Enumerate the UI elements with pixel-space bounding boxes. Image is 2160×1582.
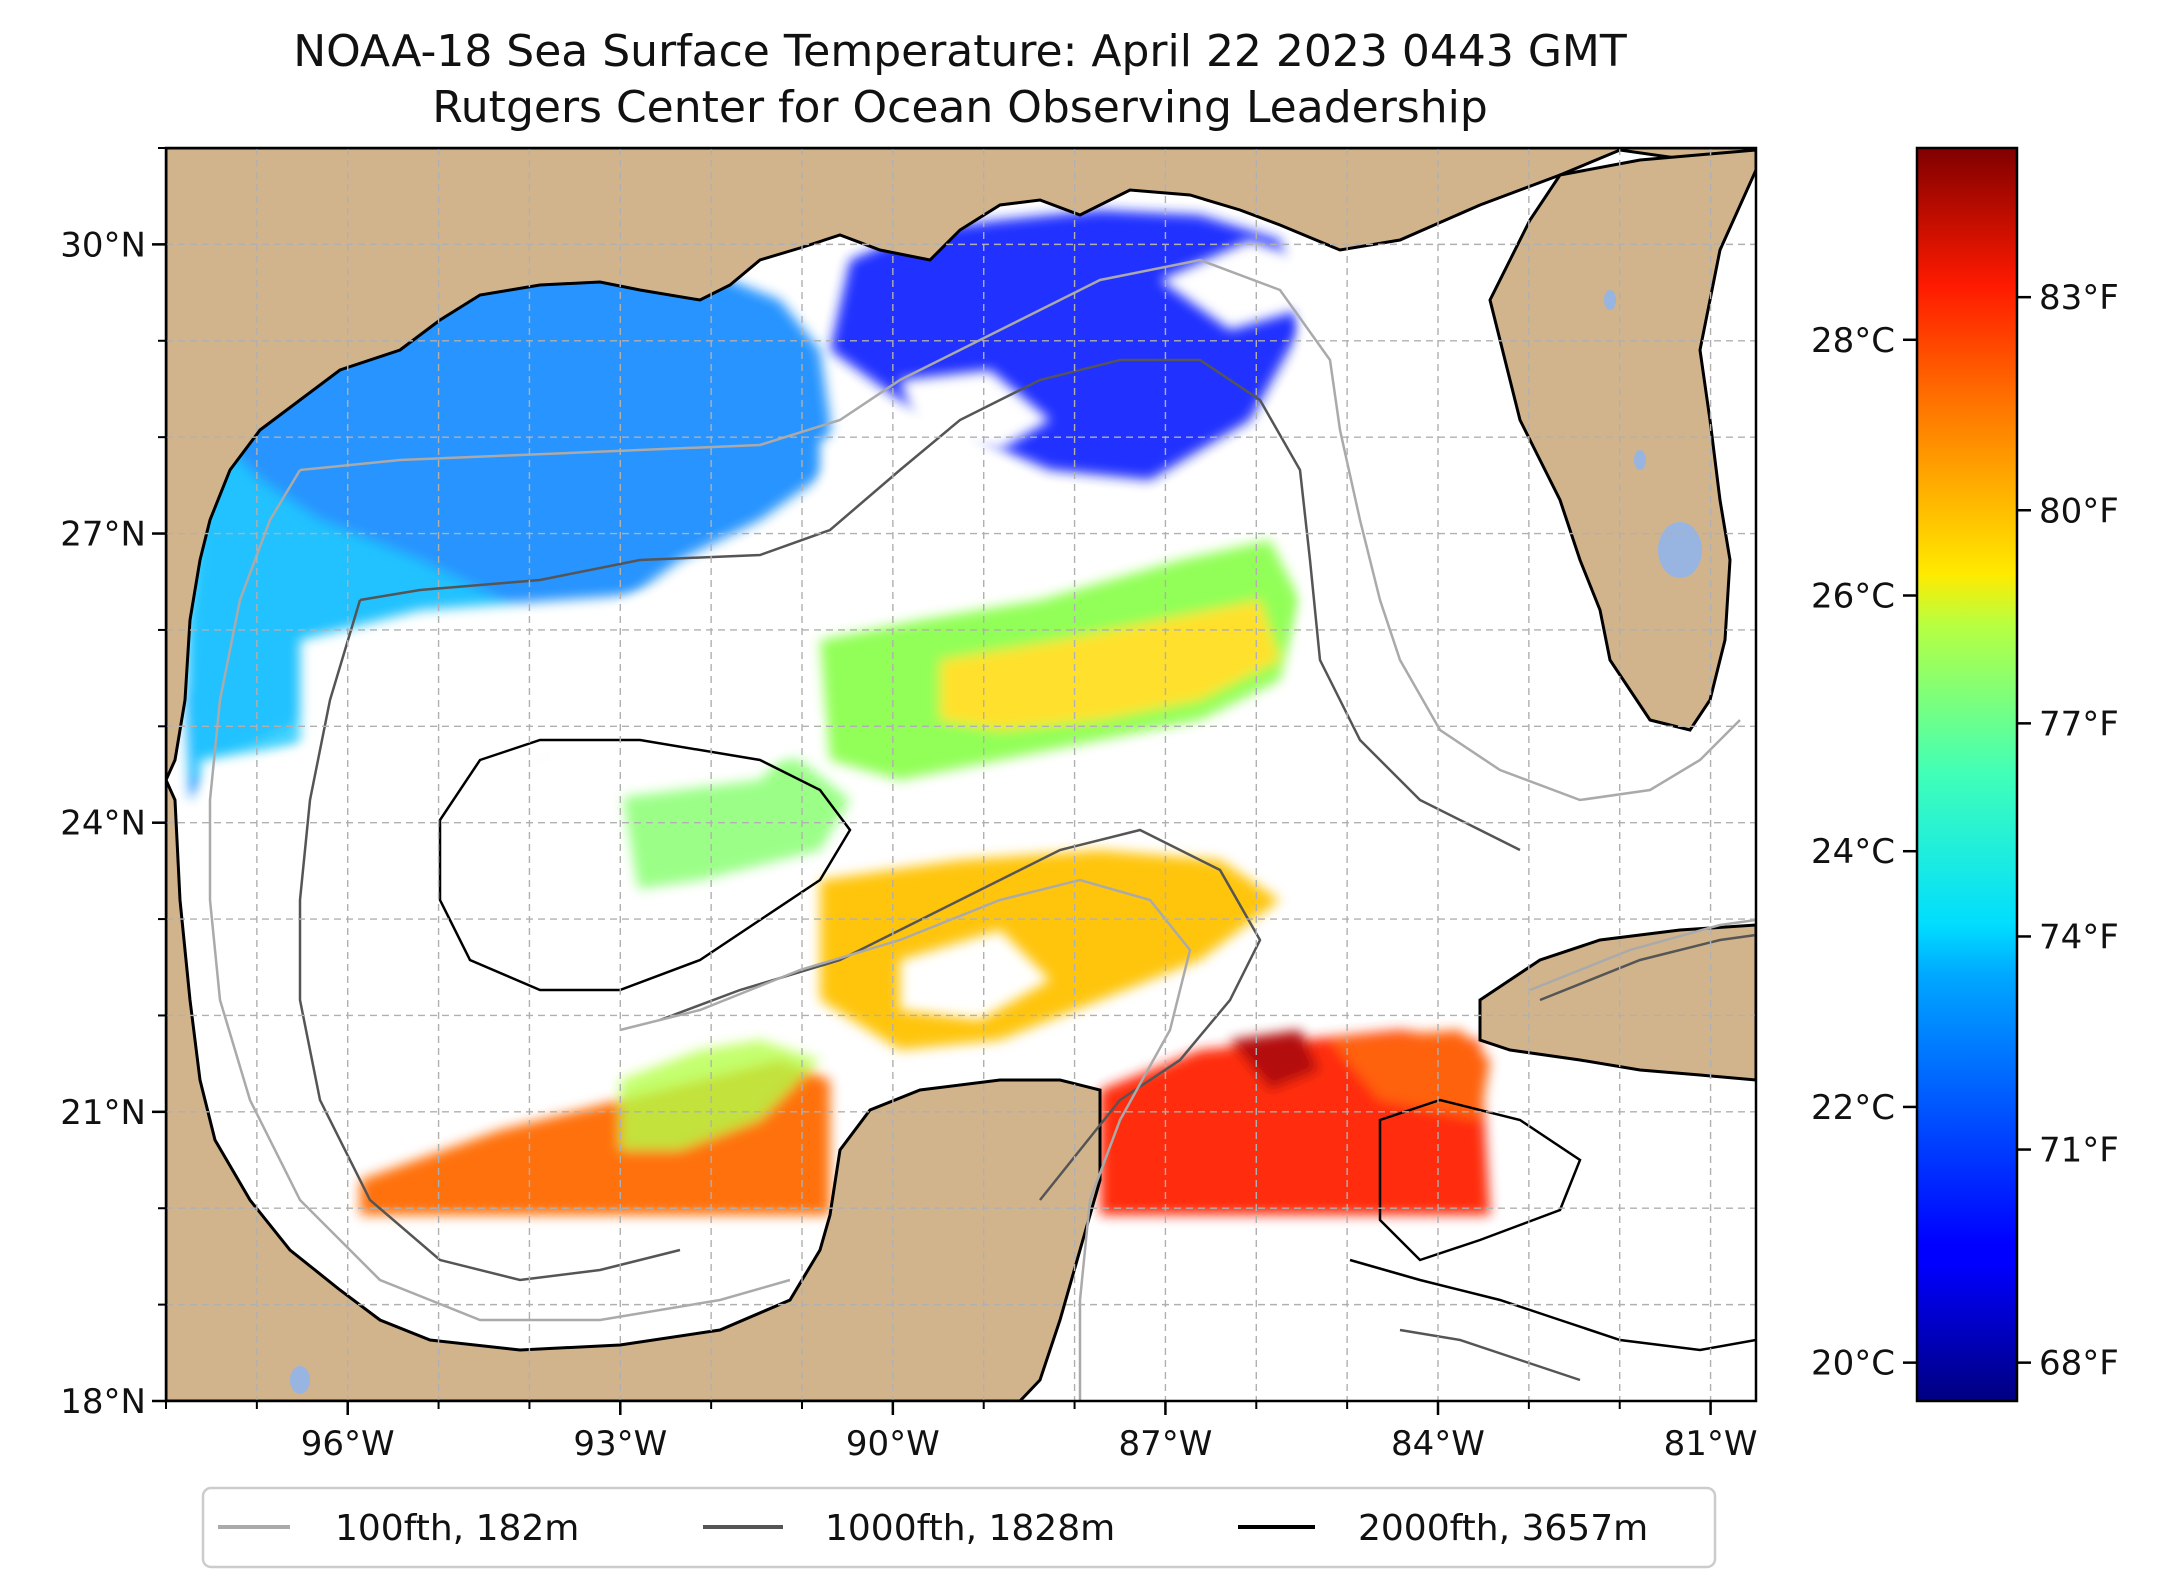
lon-tick-label: 87°W	[1118, 1424, 1212, 1464]
colorbar-fahrenheit-label: 68°F	[2039, 1344, 2119, 1384]
land-mexico-west	[166, 779, 1102, 1401]
sst-bay-green	[620, 1040, 820, 1150]
legend-label-1000fth: 1000fth, 1828m	[825, 1508, 1115, 1549]
lat-tick-label: 30°N	[60, 225, 146, 265]
isobath-2000fth	[438, 738, 852, 992]
colorbar-celsius-label: 26°C	[1811, 577, 1895, 617]
isobath-1000fth	[359, 358, 1521, 852]
lon-tick-label: 81°W	[1664, 1424, 1758, 1464]
land-north-coast	[166, 148, 1756, 781]
lat-tick-label: 21°N	[60, 1093, 146, 1133]
lon-tick-label: 84°W	[1391, 1424, 1485, 1464]
lakes	[290, 290, 1702, 1394]
colorbar-fahrenheit-label: 71°F	[2039, 1131, 2119, 1171]
map-panel	[166, 148, 1756, 1401]
lat-tick-label: 18°N	[60, 1382, 146, 1422]
colorbar-fahrenheit-label: 77°F	[2039, 704, 2119, 744]
legend-frame	[201, 1486, 1717, 1569]
land	[166, 148, 1756, 1401]
sst-cuba-orange	[1330, 1030, 1490, 1120]
legend: 100fth, 182m 1000fth, 1828m 2000fth, 365…	[201, 1486, 1717, 1569]
lon-axis: 96°W 93°W 90°W 87°W 84°W 81°W	[165, 1401, 1758, 1464]
colorbar-gradient	[1915, 146, 2019, 1403]
colorbar-fahrenheit-axis: 83°F 80°F 77°F 74°F 71°F 68°F	[2017, 278, 2119, 1384]
lat-axis: 30°N 27°N 24°N 21°N 18°N	[60, 147, 166, 1422]
land-florida	[1488, 148, 1756, 732]
isobath-100fth	[299, 258, 1741, 802]
colorbar-celsius-label: 20°C	[1811, 1344, 1895, 1384]
isobath-contours	[208, 258, 1756, 1401]
colorbar-celsius-label: 28°C	[1811, 321, 1895, 361]
lat-tick-label: 27°N	[60, 515, 146, 555]
colorbar-fahrenheit-label: 83°F	[2039, 278, 2119, 318]
sst-yucatan-darkred	[1230, 1030, 1320, 1090]
lon-tick-label: 96°W	[301, 1424, 395, 1464]
colorbar: 28°C 26°C 24°C 22°C 20°C 83°F 80°F 77°F 74°F 71°…	[1811, 146, 2119, 1403]
colorbar-fahrenheit-label: 74°F	[2039, 917, 2119, 957]
map-title: NOAA-18 Sea Surface Temperature: April 2…	[293, 26, 1627, 77]
colorbar-celsius-label: 24°C	[1811, 832, 1895, 872]
colorbar-celsius-axis: 28°C 26°C 24°C 22°C 20°C	[1811, 321, 1917, 1384]
map-subtitle: Rutgers Center for Ocean Observing Leade…	[432, 82, 1488, 133]
map-frame	[164, 146, 1758, 1403]
legend-label-2000fth: 2000fth, 3657m	[1358, 1508, 1648, 1549]
colorbar-fahrenheit-label: 80°F	[2039, 491, 2119, 531]
sst-central-yellow	[940, 600, 1280, 730]
legend-label-100fth: 100fth, 182m	[335, 1508, 579, 1549]
lat-tick-label: 24°N	[60, 804, 146, 844]
colorbar-celsius-label: 22°C	[1811, 1088, 1895, 1128]
lon-tick-label: 93°W	[573, 1424, 667, 1464]
land-cuba	[1478, 923, 1756, 1082]
lon-tick-label: 90°W	[846, 1424, 940, 1464]
